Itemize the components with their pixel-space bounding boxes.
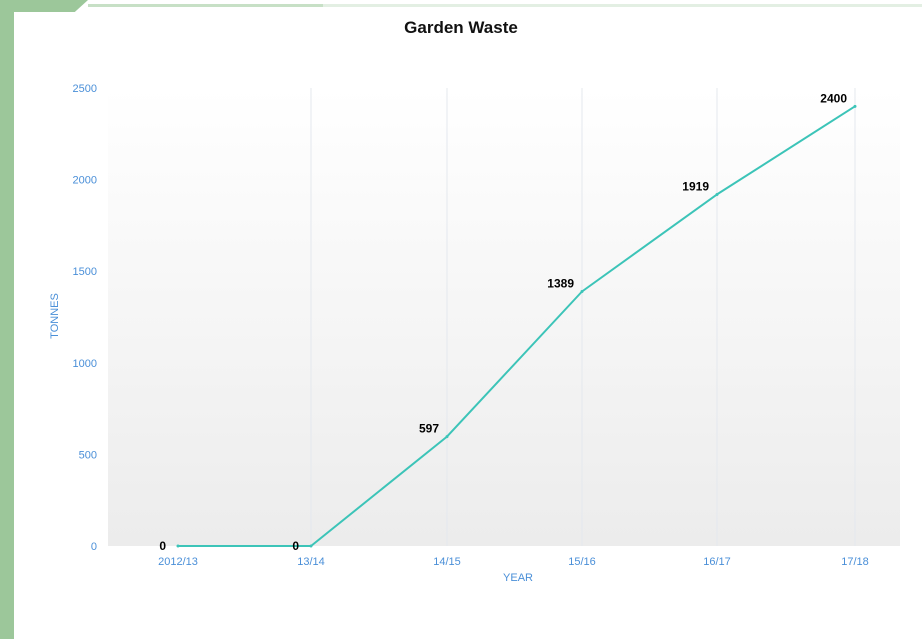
- data-label: 1919: [682, 179, 709, 193]
- x-tick-label: 16/17: [703, 556, 731, 568]
- data-point: [309, 544, 313, 548]
- data-label: 597: [419, 422, 439, 436]
- x-tick-label: 2012/13: [158, 556, 198, 568]
- data-label: 1389: [547, 277, 574, 291]
- data-point: [580, 290, 584, 294]
- series-lines: [176, 104, 857, 548]
- top-divider: [88, 4, 922, 7]
- data-point: [853, 104, 857, 108]
- x-tick-label: 15/16: [568, 556, 596, 568]
- x-tick-label: 13/14: [297, 556, 325, 568]
- data-label: 0: [159, 539, 166, 553]
- x-tick-label: 14/15: [433, 556, 461, 568]
- grid-lines: [310, 88, 856, 546]
- x-tick-label: 17/18: [841, 556, 869, 568]
- y-axis-ticks: 0 500 1000 1500 2000 2500: [73, 83, 97, 553]
- y-tick-label: 2000: [73, 175, 97, 187]
- top-accent-tab: [0, 0, 88, 12]
- data-label: 2400: [820, 91, 847, 105]
- y-tick-label: 2500: [73, 83, 97, 95]
- chart-title: Garden Waste: [404, 18, 518, 37]
- data-label: 0: [292, 539, 299, 553]
- data-point: [445, 435, 449, 439]
- x-axis-label: YEAR: [503, 572, 533, 584]
- y-tick-label: 1500: [73, 266, 97, 278]
- data-point: [176, 544, 180, 548]
- data-point: [715, 192, 719, 196]
- data-labels: 0 0 597 1389 1919 2400: [159, 91, 847, 553]
- series-line: [178, 105, 856, 547]
- top-divider-highlight: [88, 4, 323, 7]
- left-accent-bar: [0, 0, 14, 639]
- y-tick-label: 0: [91, 541, 97, 553]
- y-tick-label: 500: [79, 449, 97, 461]
- y-tick-label: 1000: [73, 358, 97, 370]
- y-axis-label: TONNES: [49, 293, 61, 339]
- x-axis-ticks: 2012/13 13/14 14/15 15/16 16/17 17/18: [158, 556, 869, 568]
- plot-area-background: [108, 88, 900, 546]
